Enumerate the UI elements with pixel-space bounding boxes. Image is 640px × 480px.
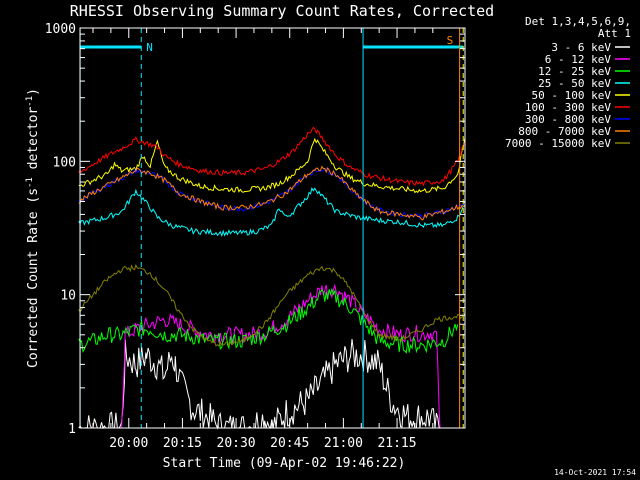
axes-frame	[79, 27, 466, 429]
x-tick-label-4: 21:00	[324, 436, 363, 451]
y-tick-label-1: 10	[60, 289, 76, 304]
y-label-end: )	[26, 88, 41, 96]
legend-label-6: 300 - 800 keV	[525, 113, 611, 126]
legend-label-7: 800 - 7000 keV	[518, 125, 611, 138]
plot-frame	[79, 27, 466, 429]
y-tick-label-0: 1	[68, 422, 76, 437]
legend-label-4: 50 - 100 keV	[532, 89, 612, 102]
y-label-exp2: -1	[25, 96, 35, 107]
legend-label-1: 6 - 12 keV	[545, 53, 612, 66]
y-tick-label-3: 1000	[45, 22, 76, 37]
x-tick-label-2: 20:30	[217, 436, 256, 451]
x-tick-label-3: 20:45	[270, 436, 309, 451]
y-label-main: Corrected Count Rate (s	[26, 188, 41, 368]
detector-info-line1: Det 1,3,4,5,6,9,	[525, 15, 631, 28]
x-axis-label: Start Time (09-Apr-02 19:46:22)	[163, 456, 406, 471]
series-line-3	[78, 186, 466, 238]
series-line-5	[78, 126, 466, 187]
y-axis-label: Corrected Count Rate (s-1 detector-1)	[25, 88, 41, 368]
x-tick-label-5: 21:15	[377, 436, 416, 451]
x-tick-label-0: 20:00	[109, 436, 148, 451]
legend-label-8: 7000 - 15000 keV	[505, 137, 611, 150]
series-line-8	[78, 263, 466, 347]
generated-timestamp: 14-Oct-2021 17:54	[554, 468, 636, 477]
night-marker: N	[146, 41, 153, 54]
y-label-exp1: -1	[25, 177, 35, 188]
series-line-7	[78, 165, 466, 221]
y-tick-label-2: 100	[53, 155, 76, 170]
y-label-mid: detector	[26, 107, 41, 178]
x-tick-label-1: 20:15	[163, 436, 202, 451]
series-line-1	[121, 283, 441, 429]
legend-label-5: 100 - 300 keV	[525, 101, 611, 114]
chart-title: RHESSI Observing Summary Count Rates, Co…	[70, 2, 494, 20]
legend-label-0: 3 - 6 keV	[551, 41, 611, 54]
data-layer: NS	[78, 28, 466, 430]
detector-info-line2: Att 1	[598, 27, 631, 40]
saa-marker: S	[447, 34, 454, 47]
legend-label-3: 25 - 50 keV	[538, 77, 611, 90]
legend-label-2: 12 - 25 keV	[538, 65, 611, 78]
axis-ticks: 1 10 100 1000 20:00 20:15 20:30 20:45 21:00 21:15	[45, 22, 465, 451]
series-line-4	[78, 137, 466, 194]
